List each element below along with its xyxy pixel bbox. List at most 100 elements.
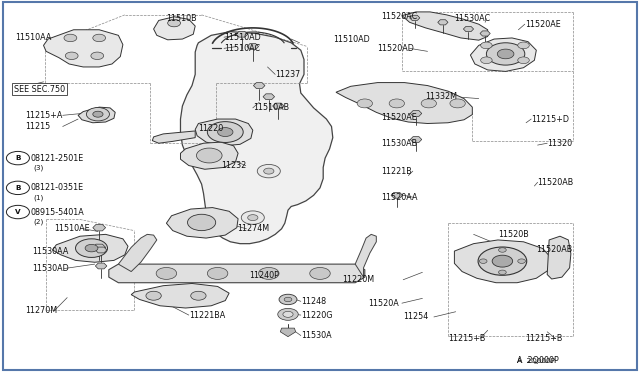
Circle shape	[499, 270, 506, 275]
Circle shape	[64, 34, 77, 42]
Text: 11510AE: 11510AE	[54, 224, 90, 233]
Polygon shape	[180, 142, 238, 169]
Text: 11232: 11232	[221, 161, 246, 170]
Circle shape	[241, 211, 264, 224]
Text: (1): (1)	[33, 195, 44, 201]
Polygon shape	[336, 83, 472, 124]
Polygon shape	[410, 15, 420, 20]
Polygon shape	[152, 131, 195, 143]
Text: 11520AA: 11520AA	[381, 193, 417, 202]
Circle shape	[486, 43, 525, 65]
Circle shape	[85, 244, 98, 252]
Circle shape	[279, 294, 297, 305]
Text: A  2Q000P: A 2Q000P	[517, 358, 555, 364]
Polygon shape	[166, 208, 238, 238]
Text: 08915-5401A: 08915-5401A	[31, 208, 84, 217]
Circle shape	[93, 34, 106, 42]
Polygon shape	[118, 234, 157, 272]
Text: 11510AA: 11510AA	[15, 33, 51, 42]
Text: 11220M: 11220M	[342, 275, 374, 284]
Text: 11530AD: 11530AD	[32, 264, 68, 273]
Polygon shape	[180, 32, 333, 244]
Text: 11215+B: 11215+B	[525, 334, 562, 343]
Circle shape	[6, 205, 29, 219]
Text: 11220G: 11220G	[301, 311, 332, 320]
Text: B: B	[15, 155, 20, 161]
Circle shape	[479, 259, 487, 263]
Polygon shape	[236, 31, 248, 37]
Polygon shape	[95, 263, 107, 269]
Polygon shape	[463, 26, 474, 32]
Polygon shape	[247, 44, 259, 49]
Polygon shape	[131, 283, 229, 308]
Text: 11520B: 11520B	[498, 230, 529, 239]
Text: (3): (3)	[33, 165, 44, 171]
Text: 11520AE: 11520AE	[525, 20, 561, 29]
Circle shape	[310, 267, 330, 279]
Polygon shape	[410, 137, 422, 142]
Polygon shape	[95, 247, 107, 253]
Polygon shape	[195, 119, 253, 146]
Polygon shape	[93, 244, 106, 251]
Circle shape	[91, 52, 104, 60]
Text: SEE SEC.750: SEE SEC.750	[14, 85, 65, 94]
Text: 11240P: 11240P	[250, 271, 280, 280]
Text: 11215+D: 11215+D	[531, 115, 569, 124]
Circle shape	[168, 19, 180, 27]
Circle shape	[76, 239, 108, 257]
Text: 11530A: 11530A	[301, 331, 332, 340]
Circle shape	[264, 168, 274, 174]
Text: 11248: 11248	[301, 297, 326, 306]
Circle shape	[481, 42, 492, 49]
Polygon shape	[438, 20, 448, 25]
Text: 11215: 11215	[26, 122, 51, 131]
Text: SEE SEC.750: SEE SEC.750	[14, 85, 65, 94]
Text: 11237: 11237	[275, 70, 300, 79]
Text: 11320: 11320	[547, 139, 572, 148]
Circle shape	[492, 255, 513, 267]
Circle shape	[86, 108, 109, 121]
Text: 11270M: 11270M	[26, 306, 58, 315]
Circle shape	[478, 247, 527, 275]
Polygon shape	[273, 103, 284, 109]
Polygon shape	[78, 107, 115, 123]
Circle shape	[357, 99, 372, 108]
Polygon shape	[355, 234, 376, 277]
Circle shape	[248, 215, 258, 221]
Text: 11220: 11220	[198, 124, 223, 133]
Text: 11510AD: 11510AD	[333, 35, 369, 44]
Text: 11274M: 11274M	[237, 224, 269, 233]
Text: 11221B: 11221B	[381, 167, 412, 176]
Polygon shape	[480, 31, 490, 36]
Circle shape	[6, 151, 29, 165]
Text: A  2Q000P: A 2Q000P	[517, 356, 559, 365]
Circle shape	[284, 297, 292, 302]
Circle shape	[481, 57, 492, 64]
Circle shape	[207, 122, 243, 142]
Text: 11332M: 11332M	[426, 92, 458, 101]
Polygon shape	[470, 38, 536, 71]
Text: 11510AB: 11510AB	[253, 103, 289, 112]
Circle shape	[499, 248, 506, 252]
Text: 11520AD: 11520AD	[378, 44, 415, 53]
Circle shape	[421, 99, 436, 108]
Circle shape	[278, 308, 298, 320]
Text: B: B	[15, 185, 20, 191]
Polygon shape	[52, 234, 128, 262]
Circle shape	[518, 57, 529, 64]
Polygon shape	[547, 236, 571, 279]
Circle shape	[259, 267, 279, 279]
Text: 11510AC: 11510AC	[224, 44, 260, 53]
Circle shape	[389, 99, 404, 108]
Text: V: V	[15, 209, 20, 215]
Circle shape	[196, 148, 222, 163]
Circle shape	[518, 259, 525, 263]
Circle shape	[191, 291, 206, 300]
Text: 11215+B: 11215+B	[448, 334, 485, 343]
Text: 11530AC: 11530AC	[454, 14, 490, 23]
Polygon shape	[253, 83, 265, 89]
Circle shape	[65, 52, 78, 60]
Circle shape	[283, 311, 293, 317]
Text: 08121-0351E: 08121-0351E	[31, 183, 84, 192]
Text: 11510AD: 11510AD	[224, 33, 260, 42]
